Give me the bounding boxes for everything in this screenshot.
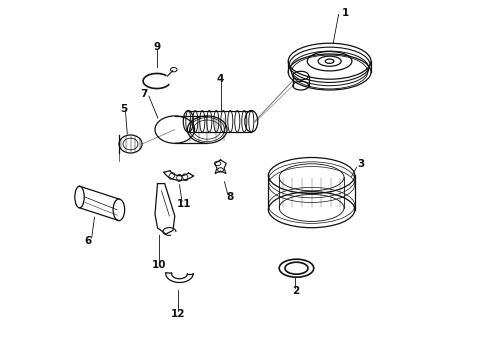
Text: 4: 4 bbox=[217, 74, 224, 84]
Text: 1: 1 bbox=[342, 8, 349, 18]
Text: 11: 11 bbox=[176, 199, 191, 210]
Text: 3: 3 bbox=[358, 159, 365, 169]
Text: 6: 6 bbox=[85, 236, 92, 246]
Text: 2: 2 bbox=[292, 285, 299, 296]
Text: 9: 9 bbox=[153, 42, 160, 52]
Text: 10: 10 bbox=[152, 260, 167, 270]
Text: 12: 12 bbox=[171, 309, 186, 319]
Text: 8: 8 bbox=[226, 192, 234, 202]
Text: 7: 7 bbox=[140, 89, 147, 99]
Text: 5: 5 bbox=[120, 104, 127, 114]
